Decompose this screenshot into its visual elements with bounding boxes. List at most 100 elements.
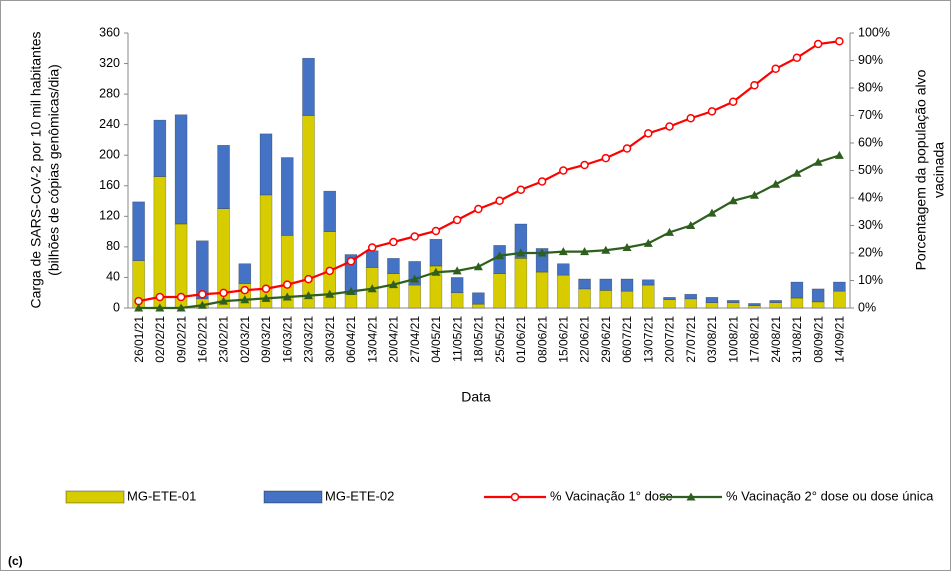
x-tick-label: 20/04/21 — [387, 316, 401, 363]
marker — [346, 257, 356, 266]
marker — [495, 196, 504, 205]
bar — [578, 278, 591, 290]
legend-label: % Vacinação 1° dose — [550, 488, 673, 503]
y-tick-label: 160 — [99, 178, 120, 192]
bar — [790, 281, 804, 299]
line — [138, 40, 840, 303]
bar — [196, 240, 209, 300]
marker — [197, 300, 207, 309]
marker — [601, 245, 611, 254]
marker — [643, 238, 653, 247]
bar — [429, 238, 443, 267]
marker — [537, 177, 547, 186]
marker — [580, 247, 590, 256]
bar — [641, 284, 655, 309]
marker — [559, 166, 568, 175]
y-tick-label: 80 — [106, 239, 120, 253]
bar — [811, 288, 825, 303]
x-tick-label: 11/05/21 — [450, 316, 464, 362]
bar — [833, 281, 846, 292]
marker — [792, 53, 802, 62]
marker — [410, 232, 419, 241]
y-tick-label: 40 — [106, 270, 120, 284]
x-tick-label: 06/07/21 — [620, 316, 634, 363]
marker — [282, 292, 292, 301]
bar — [302, 57, 315, 116]
marker — [516, 185, 526, 194]
marker — [346, 287, 356, 295]
x-tick-label: 17/08/21 — [748, 316, 762, 363]
marker — [537, 248, 547, 257]
y2-tick-label: 30% — [858, 218, 883, 232]
bar — [280, 157, 294, 236]
marker — [474, 204, 483, 214]
bar — [450, 277, 464, 294]
x-tick-label: 01/06/21 — [514, 316, 528, 363]
y2-tick-label: 100% — [858, 25, 890, 39]
bar — [387, 273, 400, 309]
x-tick-label: 02/03/21 — [238, 316, 252, 363]
marker — [325, 289, 335, 298]
y-tick-label: 320 — [99, 56, 120, 70]
marker — [813, 157, 823, 166]
marker — [665, 227, 674, 236]
x-tick-label: 14/09/21 — [833, 316, 847, 363]
bar — [599, 290, 613, 309]
marker — [155, 303, 165, 312]
bar — [684, 298, 698, 309]
y2-tick-label: 50% — [858, 163, 883, 177]
y-tick-label: 280 — [99, 86, 120, 100]
bar — [514, 223, 528, 259]
x-tick-label: 16/02/21 — [195, 316, 209, 363]
marker — [452, 266, 462, 275]
legend-marker — [510, 492, 520, 502]
x-tick-label: 06/04/21 — [344, 316, 358, 363]
bar — [726, 300, 740, 303]
bar — [790, 297, 804, 309]
y2-tick-label: 10% — [858, 273, 883, 287]
legend-swatch — [263, 490, 323, 504]
y-tick-label: 240 — [99, 117, 120, 131]
y-tick-label: 0 — [113, 300, 120, 314]
marker — [240, 285, 250, 295]
marker — [473, 262, 483, 271]
bar — [578, 288, 591, 309]
marker — [304, 291, 313, 300]
bar — [620, 278, 634, 292]
y2-tick-label: 90% — [858, 53, 883, 67]
bar — [748, 305, 761, 309]
x-tick-label: 23/03/21 — [302, 316, 316, 363]
marker — [367, 243, 377, 252]
y2-tick-label: 20% — [858, 245, 883, 259]
bar — [514, 258, 528, 309]
y-axis-title: (bilhões de cópias genômicas/dia) — [46, 64, 62, 276]
x-tick-label: 27/07/21 — [684, 316, 698, 363]
bar — [472, 292, 485, 305]
marker — [771, 64, 780, 73]
bar — [259, 133, 273, 196]
marker — [495, 251, 505, 260]
marker — [580, 160, 589, 170]
x-tick-label: 09/03/21 — [259, 316, 273, 363]
bar — [641, 279, 655, 286]
x-tick-label: 29/06/21 — [599, 316, 613, 363]
marker — [219, 296, 229, 305]
bar — [153, 119, 167, 177]
x-tick-label: 10/08/21 — [726, 316, 740, 363]
bar — [557, 274, 570, 309]
x-tick-label: 08/09/21 — [811, 316, 825, 363]
bar — [535, 271, 549, 309]
y2-tick-label: 70% — [858, 108, 883, 122]
marker — [516, 248, 526, 257]
bar — [493, 245, 506, 274]
marker — [622, 243, 632, 251]
bar — [663, 299, 676, 309]
bar — [174, 114, 188, 225]
bar — [387, 258, 400, 274]
x-tick-label: 20/07/21 — [663, 316, 677, 363]
x-tick-label: 09/02/21 — [174, 316, 188, 363]
bar — [493, 273, 506, 309]
x-tick-label: 30/03/21 — [323, 316, 337, 363]
marker — [622, 144, 632, 153]
marker — [834, 150, 844, 159]
